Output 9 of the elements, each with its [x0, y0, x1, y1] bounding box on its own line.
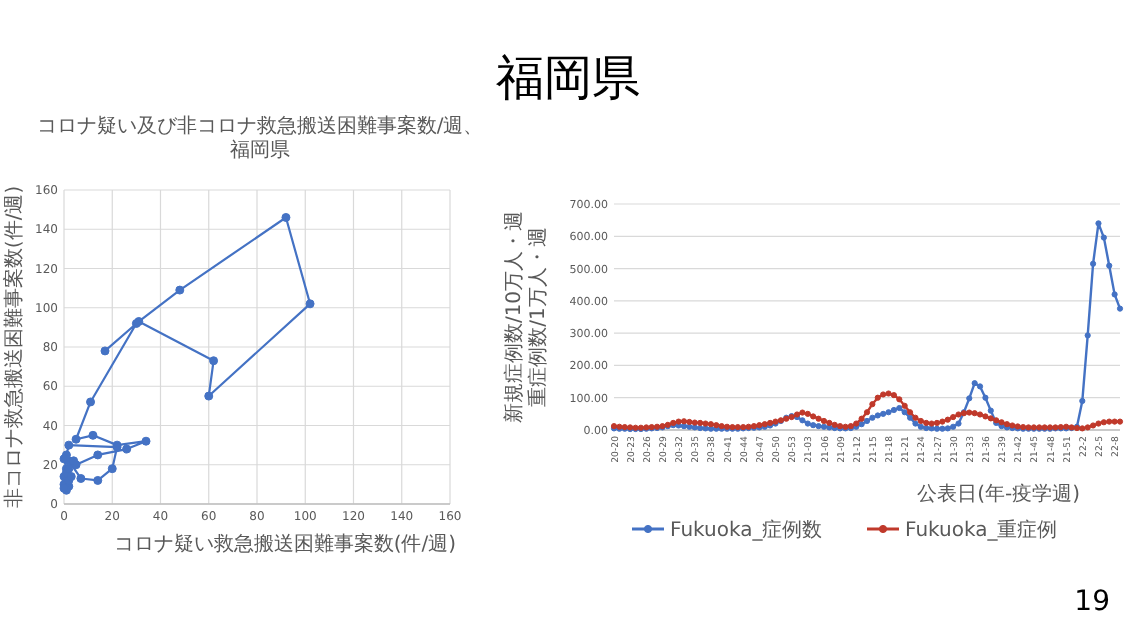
y-axis-title: 非コロナ救急搬送困難事案数(件/週) — [2, 185, 26, 509]
x-axis-title: 公表日(年-疫学週) — [917, 482, 1081, 506]
y-axis-title: 新規症例数/10万人・週重症例数/1万人・週 — [502, 210, 550, 424]
legend-label: Fukuoka_重症例 — [905, 518, 1058, 542]
chart-title: コロナ疑い及び非コロナ救急搬送困難事案数/週、福岡県 — [36, 114, 484, 162]
text: 19 — [1074, 586, 1110, 618]
legend-label: Fukuoka_症例数 — [670, 518, 823, 542]
x-axis-title: コロナ疑い救急搬送困難事案数(件/週) — [113, 532, 457, 556]
text: 福岡県 — [496, 50, 640, 106]
